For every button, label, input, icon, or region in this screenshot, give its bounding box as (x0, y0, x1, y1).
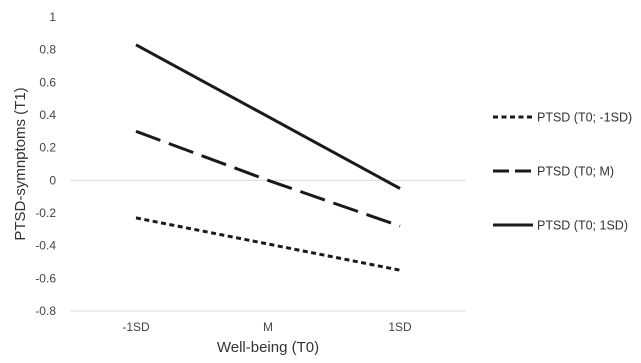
series-lines (135, 43, 401, 272)
legend-label-3: PTSD (T0; 1SD) (537, 219, 628, 233)
legend: PTSD (T0; -1SD) PTSD (T0; M) PTSD (T0; 1SD… (493, 111, 632, 233)
y-tick-label: 0.8 (39, 43, 56, 57)
y-tick-label: -0.2 (35, 206, 56, 220)
y-axis-title: PTSD-symnptoms (T1) (12, 87, 29, 240)
y-tick-label: 0.6 (39, 75, 56, 89)
y-tick-labels: 1 0.8 0.6 0.4 0.2 0 -0.2 -0.4 -0.6 -0.8 (35, 10, 56, 318)
x-tick-label: -1SD (122, 320, 150, 334)
y-tick-label: 0.4 (39, 108, 56, 122)
x-tick-label: M (263, 320, 273, 334)
y-tick-label: -0.8 (35, 304, 56, 318)
x-axis-title: Well-being (T0) (217, 339, 319, 356)
series-line-3 (135, 43, 401, 190)
y-tick-label: 0 (49, 173, 56, 187)
series-line-1 (135, 216, 401, 272)
y-tick-label: -0.6 (35, 271, 56, 285)
y-tick-label: -0.4 (35, 239, 56, 253)
y-tick-label: 1 (49, 10, 56, 24)
legend-label-1: PTSD (T0; -1SD) (537, 111, 632, 125)
x-tick-labels: -1SD M 1SD (122, 320, 412, 334)
axes (70, 179, 466, 312)
legend-label-2: PTSD (T0; M) (537, 165, 614, 179)
y-tick-label: 0.2 (39, 141, 56, 155)
x-tick-label: 1SD (388, 320, 412, 334)
series-line-2 (135, 129, 401, 228)
